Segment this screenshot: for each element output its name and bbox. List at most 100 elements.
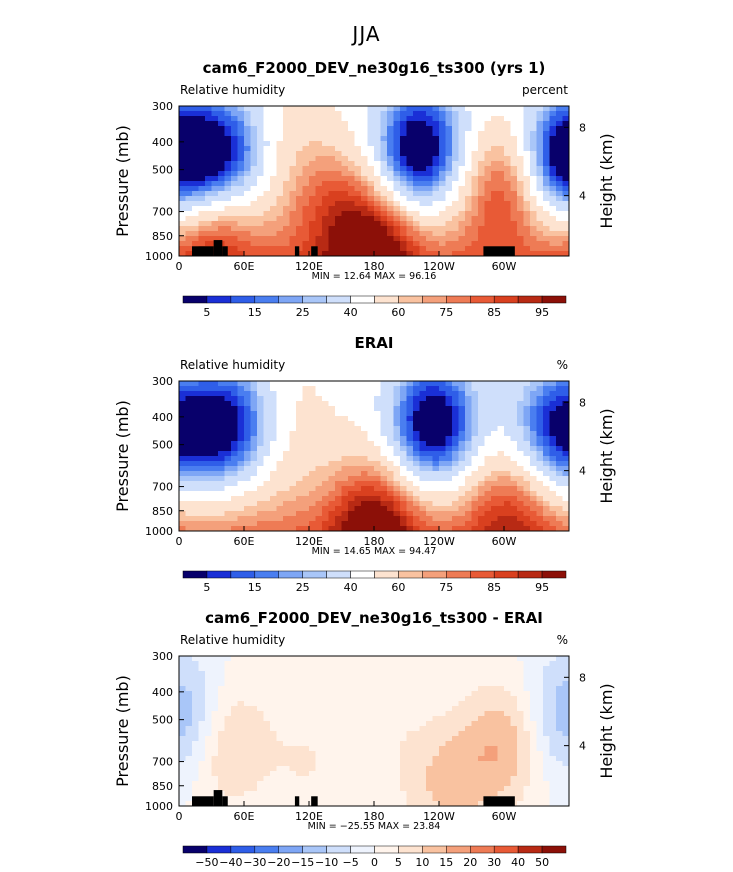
x-tick-label: 0 — [176, 260, 183, 273]
colorbar-label: −20 — [267, 856, 290, 869]
colorbar-label: −15 — [291, 856, 314, 869]
y-tick-label: 700 — [152, 756, 173, 769]
colorbar-swatch — [302, 570, 327, 579]
x-tick-label: 0 — [176, 810, 183, 823]
land-mask — [483, 246, 515, 256]
y-tick-label: 400 — [152, 136, 173, 149]
chart-panel-3: cam6_F2000_DEV_ne30g16_ts300 - ERAI Relat… — [113, 609, 616, 869]
colorbar-label: 15 — [248, 581, 262, 594]
colorbar-label: 5 — [203, 581, 210, 594]
colorbar: 5 15 25 40 60 75 85 95 — [182, 570, 567, 594]
colorbar-label: 25 — [296, 306, 310, 319]
colorbar-swatch — [493, 845, 519, 854]
colorbar-label: −30 — [243, 856, 266, 869]
land-mask — [213, 790, 223, 806]
colorbar-swatch — [398, 295, 423, 304]
colorbar-swatch — [493, 295, 519, 304]
colorbar-swatch — [398, 570, 423, 579]
colorbar-swatch — [517, 570, 543, 579]
x-tick-label: 180 — [364, 810, 385, 823]
colorbar-label: 15 — [248, 306, 262, 319]
colorbar-swatch — [254, 295, 279, 304]
y-tick-label: 1000 — [145, 525, 173, 538]
colorbar-swatch — [374, 295, 399, 304]
y-tick-label: 850 — [152, 780, 173, 793]
colorbar-label: 25 — [296, 581, 310, 594]
land-mask — [311, 796, 318, 806]
y-tick-label: 1000 — [145, 250, 173, 263]
left-string: Relative humidity — [180, 358, 285, 372]
colorbar-swatch — [470, 295, 495, 304]
x-tick-label: 60W — [492, 535, 517, 548]
left-string: Relative humidity — [180, 633, 285, 647]
colorbar-label: 5 — [203, 306, 210, 319]
colorbar: −50 −40 −30 −20 −15 −10 −5 0 5 10 15 20 30 40 50 — [182, 845, 567, 869]
y-right-axis-label: Height (km) — [597, 683, 616, 778]
colorbar-label: 60 — [391, 306, 405, 319]
x-tick-label: 180 — [364, 535, 385, 548]
y-tick-label: 500 — [152, 164, 173, 177]
colorbar-swatch — [446, 295, 471, 304]
colorbar-label: −5 — [342, 856, 358, 869]
x-tick-label: 60E — [234, 535, 255, 548]
colorbar-swatch — [326, 845, 351, 854]
colorbar-swatch — [302, 845, 327, 854]
x-tick-label: 120W — [423, 535, 455, 548]
colorbar-label: 85 — [487, 306, 501, 319]
colorbar-label: 50 — [535, 856, 549, 869]
chart-title: cam6_F2000_DEV_ne30g16_ts300 (yrs 1) — [203, 59, 546, 77]
colorbar-swatch — [230, 570, 256, 579]
y-tick-label: 400 — [152, 686, 173, 699]
land-mask — [222, 246, 228, 256]
figure-suptitle: JJA — [352, 22, 381, 46]
x-tick-label: 0 — [176, 535, 183, 548]
colorbar-label: 20 — [463, 856, 477, 869]
x-tick-label: 60E — [234, 810, 255, 823]
y-tick-label: 400 — [152, 411, 173, 424]
y-right-axis-label: Height (km) — [597, 133, 616, 228]
colorbar-label: 40 — [344, 581, 358, 594]
x-tick-label: 60W — [492, 260, 517, 273]
filled-contours — [179, 106, 569, 256]
y-right-axis-label: Height (km) — [597, 408, 616, 503]
colorbar-swatch — [517, 845, 543, 854]
colorbar-swatch — [493, 570, 519, 579]
colorbar-swatch — [182, 845, 208, 854]
y-right-tick-label: 4 — [579, 190, 586, 203]
colorbar-swatch — [278, 570, 303, 579]
min-max-stats: MIN = 14.65 MAX = 94.47 — [312, 546, 437, 557]
colorbar-swatch — [350, 570, 375, 579]
colorbar-label: 60 — [391, 581, 405, 594]
colorbar-swatch — [182, 295, 208, 304]
colorbar-label: 85 — [487, 581, 501, 594]
colorbar-swatch — [230, 295, 256, 304]
colorbar-swatch — [374, 845, 399, 854]
colorbar-label: 5 — [395, 856, 402, 869]
chart-title: cam6_F2000_DEV_ne30g16_ts300 - ERAI — [205, 609, 543, 627]
colorbar: 5 15 25 40 60 75 85 95 — [182, 295, 567, 319]
land-mask — [311, 246, 318, 256]
y-right-tick-label: 8 — [579, 671, 586, 684]
colorbar-label: 75 — [439, 581, 453, 594]
y-tick-label: 1000 — [145, 800, 173, 813]
colorbar-label: 95 — [535, 581, 549, 594]
y-tick-label: 700 — [152, 481, 173, 494]
land-mask — [213, 240, 223, 256]
colorbar-swatch — [446, 845, 471, 854]
right-string: % — [557, 633, 568, 647]
y-right-tick-label: 4 — [579, 465, 586, 478]
y-tick-label: 700 — [152, 206, 173, 219]
y-axis-label: Pressure (mb) — [113, 125, 132, 237]
y-tick-label: 850 — [152, 230, 173, 243]
x-tick-label: 60E — [234, 260, 255, 273]
x-tick-label: 180 — [364, 260, 385, 273]
chart-panel-1: cam6_F2000_DEV_ne30g16_ts300 (yrs 1) Rela… — [113, 59, 616, 319]
colorbar-swatch — [350, 295, 375, 304]
colorbar-swatch — [422, 295, 447, 304]
colorbar-label: −10 — [315, 856, 338, 869]
colorbar-label: 15 — [439, 856, 453, 869]
colorbar-swatch — [302, 295, 327, 304]
